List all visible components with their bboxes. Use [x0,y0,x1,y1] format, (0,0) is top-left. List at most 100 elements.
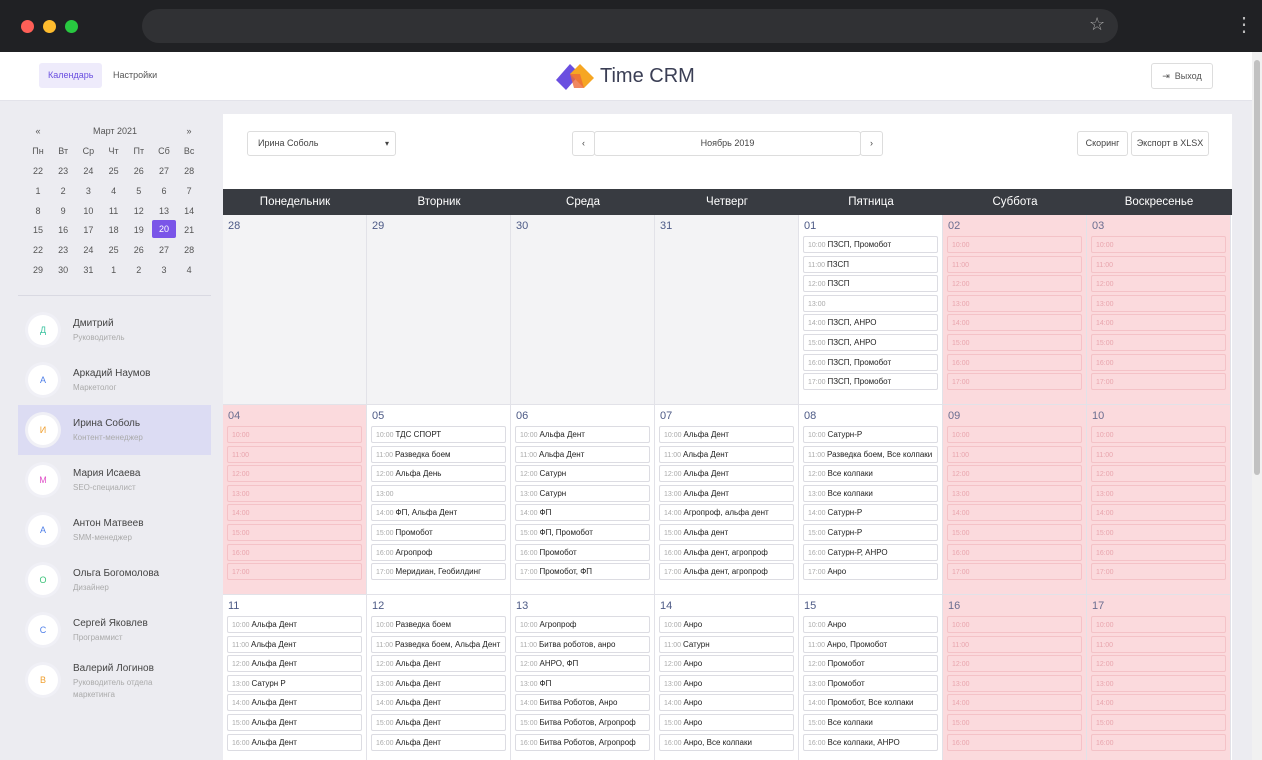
mini-day[interactable]: 1 [111,265,117,275]
day-cell[interactable]: 04 10:00 11:00 12:00 13:00 14:00 15:00 16:00 17:… [223,405,367,595]
mini-day[interactable]: 11 [108,205,119,216]
slot[interactable]: 17:00 Меридиан, Геобилдинг [371,563,506,581]
mini-day[interactable]: 24 [83,245,94,256]
slot[interactable]: 13:00 [947,674,1082,692]
mini-day[interactable]: 7 [186,185,192,196]
slot[interactable]: 14:00 Агропроф, альфа дент [659,504,794,522]
slot[interactable]: 14:00 [1091,314,1226,332]
mini-day[interactable]: 22 [32,245,43,256]
mini-day[interactable]: 27 [158,245,169,256]
slot[interactable]: 14:00 [1091,694,1226,712]
slot[interactable]: 16:00 ПЗСП, Промобот [803,353,938,371]
slot[interactable]: 12:00 Анро [659,655,794,673]
user-row[interactable]: В Валерий Логинов Руководитель отдела марк… [18,655,211,705]
button[interactable]: Скоринг [1077,131,1128,156]
tab[interactable]: Настройки [113,70,158,80]
day-cell[interactable]: 05 10:00 ТДС СПОРТ 11:00 Разведка боем 12:00 А… [367,405,511,595]
mini-day[interactable]: 25 [108,245,119,256]
slot[interactable]: 13:00 [803,294,938,312]
logout-button[interactable]: ⇥ Выход [1151,63,1213,89]
slot[interactable]: 10:00 [227,426,362,443]
slot[interactable]: 10:00 Анро [803,616,938,633]
slot[interactable]: 14:00 [227,504,362,522]
slot[interactable]: 16:00 Альфа Дент [371,733,506,751]
slot[interactable]: 11:00 ПЗСП [803,255,938,273]
slot[interactable]: 15:00 Промобот [371,524,506,541]
day-cell[interactable]: 15 10:00 Анро 11:00 Анро, Промобот 12:00 Промо… [799,595,943,760]
slot[interactable]: 16:00 [1091,733,1226,751]
slot[interactable]: 15:00 [947,714,1082,731]
slot[interactable]: 12:00 [1091,465,1226,483]
slot[interactable]: 17:00 [947,563,1082,581]
menu-icon[interactable]: ⋮ [1234,14,1254,36]
day-cell[interactable]: 11 10:00 Альфа Дент 11:00 Альфа Дент 12:00 Аль… [223,595,367,760]
day-cell[interactable]: 16 10:00 11:00 12:00 13:00 14:00 15:00 16:00 [943,595,1087,760]
slot[interactable]: 13:00 Анро [659,674,794,692]
slot[interactable]: 14:00 Анро [659,694,794,712]
slot[interactable]: 15:00 Сатурн-Р [803,524,938,541]
slot[interactable]: 14:00 Альфа Дент [227,694,362,712]
slot[interactable]: 15:00 [1091,334,1226,351]
slot[interactable]: 15:00 [1091,714,1226,731]
slot[interactable]: 13:00 [1091,484,1226,502]
mini-day[interactable]: 19 [133,225,144,236]
slot[interactable]: 12:00 [947,465,1082,483]
mini-day[interactable]: 14 [184,205,195,216]
day-cell[interactable]: 17 10:00 11:00 12:00 13:00 14:00 15:00 16:00 [1087,595,1231,760]
slot[interactable]: 14:00 [947,504,1082,522]
mini-day[interactable]: 13 [158,205,169,216]
slot[interactable]: 16:00 Альфа Дент [227,733,362,751]
day-cell[interactable]: 08 10:00 Сатурн-Р 11:00 Разведка боем, Все к… [799,405,943,595]
slot[interactable]: 11:00 [947,255,1082,273]
slot[interactable]: 17:00 ПЗСП, Промобот [803,373,938,391]
slot[interactable]: 11:00 Разведка боем, Все колпаки [803,445,938,463]
slot[interactable]: 17:00 [1091,373,1226,391]
slot[interactable]: 10:00 Альфа Дент [227,616,362,633]
mini-day[interactable]: 30 [58,265,69,275]
slot[interactable]: 15:00 [947,524,1082,541]
slot[interactable]: 11:00 [1091,635,1226,653]
slot[interactable]: 15:00 ПЗСП, АНРО [803,334,938,351]
slot[interactable]: 14:00 Альфа Дент [371,694,506,712]
mini-day[interactable]: 3 [85,185,91,196]
button[interactable]: Экспорт в XLSX [1131,131,1209,156]
slot[interactable]: 16:00 Все колпаки, АНРО [803,733,938,751]
slot[interactable]: 10:00 [947,616,1082,633]
slot[interactable]: 15:00 Анро [659,714,794,731]
day-cell[interactable]: 07 10:00 Альфа Дент 11:00 Альфа Дент 12:00 Аль… [655,405,799,595]
mini-day[interactable]: 21 [184,225,195,236]
slot[interactable]: 11:00 Альфа Дент [659,445,794,463]
user-row[interactable]: С Сергей Яковлев Программист [18,605,211,655]
mini-day[interactable]: 22 [32,166,43,176]
slot[interactable]: 13:00 Альфа Дент [659,484,794,502]
slot[interactable]: 11:00 [1091,255,1226,273]
slot[interactable]: 16:00 [947,543,1082,561]
slot[interactable]: 11:00 [947,445,1082,463]
day-cell[interactable]: 03 10:00 11:00 12:00 13:00 14:00 15:00 16:00 17:… [1087,215,1231,405]
slot[interactable]: 17:00 [1091,563,1226,581]
slot[interactable]: 10:00 [947,236,1082,253]
slot[interactable]: 16:00 [947,733,1082,751]
slot[interactable]: 14:00 [947,694,1082,712]
slot[interactable]: 13:00 [947,294,1082,312]
slot[interactable]: 16:00 Сатурн-Р, АНРО [803,543,938,561]
mini-day[interactable]: 12 [133,205,144,216]
day-cell[interactable]: 29 [367,215,511,405]
slot[interactable]: 12:00 Альфа Дент [371,655,506,673]
slot[interactable]: 12:00 Альфа День [371,465,506,483]
mini-day[interactable]: 29 [32,265,43,275]
slot[interactable]: 14:00 Сатурн-Р [803,504,938,522]
slot[interactable]: 14:00 Битва Роботов, Анро [515,694,650,712]
logo[interactable]: Time CRM [556,61,695,91]
slot[interactable]: 13:00 [1091,294,1226,312]
minimize-dot[interactable] [43,20,56,33]
mini-day[interactable]: 2 [136,265,142,275]
slot[interactable]: 13:00 Все колпаки [803,484,938,502]
slot[interactable]: 14:00 [947,314,1082,332]
user-row[interactable]: А Аркадий Наумов Маркетолог [18,355,211,405]
slot[interactable]: 12:00 Альфа Дент [227,655,362,673]
slot[interactable]: 15:00 [947,334,1082,351]
slot[interactable]: 10:00 Анро [659,616,794,633]
zoom-dot[interactable] [65,20,78,33]
mini-day[interactable]: 28 [184,166,195,176]
